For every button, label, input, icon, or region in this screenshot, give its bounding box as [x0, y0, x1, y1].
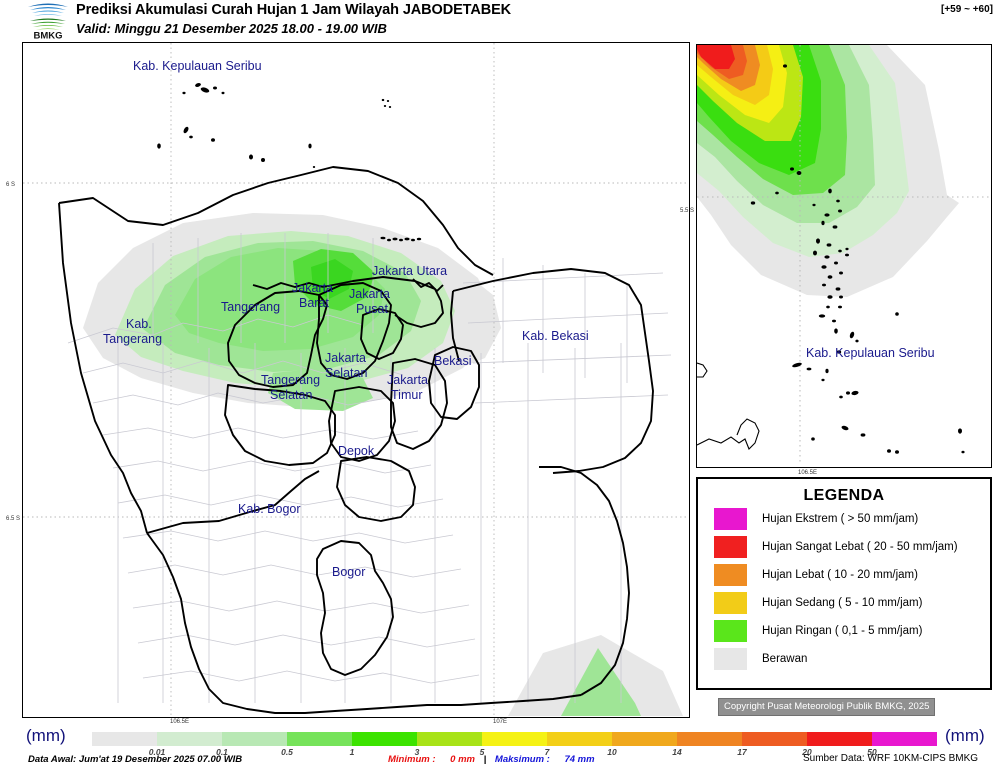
main-map-graphic: [23, 43, 688, 716]
legend-color-swatch: [714, 620, 747, 642]
legend-label: Hujan Sedang ( 5 - 10 mm/jam): [762, 597, 923, 609]
valid-time-subtitle: Valid: Minggu 21 Desember 2025 18.00 - 1…: [76, 21, 387, 36]
minmax-separator: |: [483, 754, 487, 765]
legend-title: LEGENDA: [803, 487, 885, 504]
colorbar-segment: [157, 732, 222, 746]
colorbar-segment: [417, 732, 482, 746]
legend-rows: Hujan Ekstrem ( > 50 mm/jam) Hujan Sangat…: [698, 505, 990, 673]
legend-color-swatch: [714, 508, 747, 530]
axis-tick-label: 6 S: [6, 182, 16, 188]
colorbar-tick: 3: [414, 747, 420, 757]
legend-color-swatch: [714, 648, 747, 670]
maksimum-label: Maksimum :: [494, 754, 550, 765]
colorbar-unit-right: (mm): [945, 726, 985, 745]
source-data-text: Sumber Data: WRF 10KM-CIPS BMKG: [803, 753, 979, 764]
legend-label: Hujan Ekstrem ( > 50 mm/jam): [762, 513, 919, 525]
legend-label: Hujan Lebat ( 10 - 20 mm/jam): [762, 569, 918, 581]
copyright-notice: Copyright Pusat Meteorologi Publik BMKG,…: [718, 698, 936, 716]
legend-row: Hujan Ringan ( 0,1 - 5 mm/jam): [698, 617, 990, 645]
minimum-label: Minimum :: [388, 754, 436, 765]
colorbar-tick: 17: [737, 747, 747, 757]
legend-label: Hujan Sangat Lebat ( 20 - 50 mm/jam): [762, 541, 958, 553]
inset-coastline: [697, 362, 760, 450]
legend-row: Hujan Sedang ( 5 - 10 mm/jam): [698, 589, 990, 617]
subdistrict-boundaries: [67, 233, 672, 703]
legend-row: Hujan Sangat Lebat ( 20 - 50 mm/jam): [698, 533, 990, 561]
legend-panel: LEGENDA Hujan Ekstrem ( > 50 mm/jam) Huja…: [696, 477, 992, 690]
data-awal-text: Data Awal: Jum'at 19 Desember 2025 07.00…: [28, 754, 243, 765]
regency-boundaries: [58, 166, 654, 714]
colorbar-unit-left: (mm): [26, 726, 66, 745]
legend-label: Berawan: [762, 653, 808, 665]
colorbar-segment: [287, 732, 352, 746]
inset-map-panel[interactable]: [696, 44, 992, 468]
kepulauan-seribu-islands: [157, 83, 422, 242]
colorbar-segment: [92, 732, 157, 746]
colorbar-tick: 1: [349, 747, 355, 757]
colorbar-segment: [612, 732, 677, 746]
svg-text:BMKG: BMKG: [33, 31, 62, 40]
colorbar-tick: 7: [544, 747, 550, 757]
colorbar-tick: 14: [672, 747, 682, 757]
legend-color-swatch: [714, 536, 747, 558]
legend-row: Hujan Ekstrem ( > 50 mm/jam): [698, 505, 990, 533]
axis-tick-label: 107E: [493, 719, 508, 725]
forecast-hour-range: [+59 ~ +60]: [941, 4, 993, 15]
legend-color-swatch: [714, 564, 747, 586]
colorbar-tick: 5: [479, 747, 485, 757]
minimum-value: 0 mm: [450, 754, 475, 765]
colorbar-segment: [807, 732, 872, 746]
bmkg-logo-icon: BMKG: [28, 3, 68, 40]
legend-color-swatch: [714, 592, 747, 614]
axis-tick-label: 106.5E: [170, 719, 190, 725]
page-title: Prediksi Akumulasi Curah Hujan 1 Jam Wil…: [76, 2, 512, 18]
colorbar-segment: [352, 732, 417, 746]
graticule: [23, 43, 688, 716]
colorbar-tick: 50: [867, 747, 877, 757]
colorbar-tick: 10: [607, 747, 617, 757]
axis-tick-label: 6.5 S: [6, 516, 21, 522]
min-max-text: Minimum : 0 mm | Maksimum : 74 mm: [388, 754, 595, 765]
maksimum-value: 74 mm: [564, 754, 595, 765]
colorbar-segment: [222, 732, 287, 746]
colorbar-tick: 0.5: [281, 747, 293, 757]
inset-islands: [750, 64, 965, 454]
colorbar-segment: [482, 732, 547, 746]
legend-row: Berawan: [698, 645, 990, 673]
colorbar-segment: [547, 732, 612, 746]
colorbar-segment: [677, 732, 742, 746]
colorbar-tick: 20: [802, 747, 812, 757]
inset-axis-tick-label: 106.5E: [798, 470, 818, 476]
colorbar-segment: [742, 732, 807, 746]
inset-rainfall-contours: [697, 45, 959, 297]
inset-map-graphic: [697, 45, 989, 465]
colorbar-tick: 0.01: [148, 747, 166, 757]
legend-label: Hujan Ringan ( 0,1 - 5 mm/jam): [762, 625, 923, 637]
rainfall-contours: [83, 213, 683, 716]
page-header: BMKG Prediksi Akumulasi Curah Hujan 1 Ja…: [0, 0, 1000, 40]
colorbar-segment: [872, 732, 937, 746]
colorbar-tick-labels: 0.01 0.1 0.5 1 3 5 7 10 14 17 20 50: [92, 747, 937, 758]
main-map-panel[interactable]: [22, 42, 690, 718]
inset-graticule: [697, 45, 989, 465]
inset-axis-tick-label: 5.5 S: [680, 208, 695, 214]
legend-row: Hujan Lebat ( 10 - 20 mm/jam): [698, 561, 990, 589]
colorbar-tick: 0.1: [216, 747, 228, 757]
colorbar: [92, 732, 937, 746]
